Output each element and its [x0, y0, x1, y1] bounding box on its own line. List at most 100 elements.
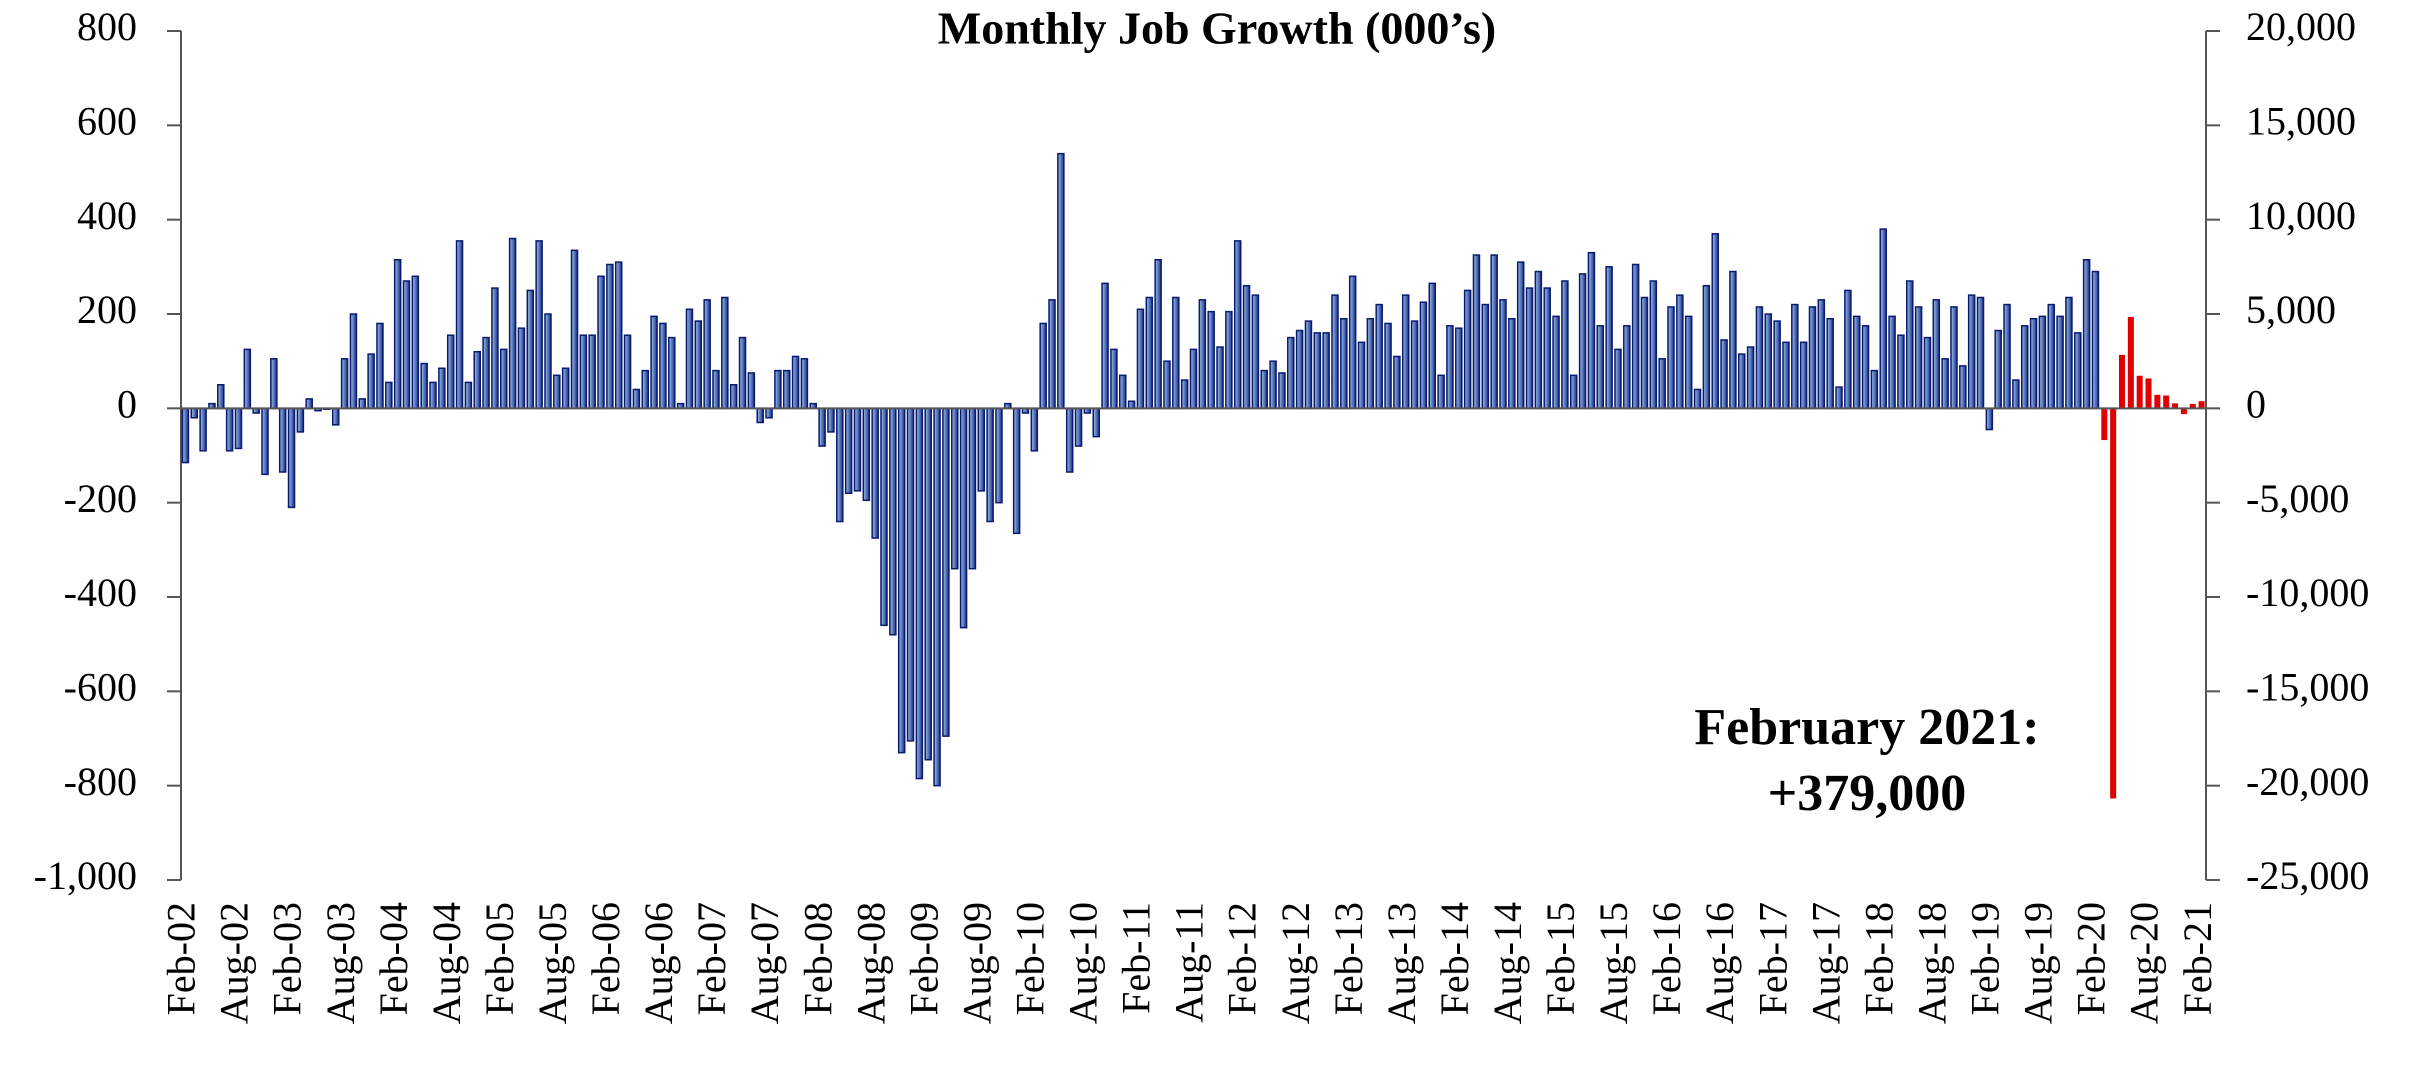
bar	[880, 407, 888, 627]
bar	[535, 240, 543, 410]
x-tick-label: Feb-19	[1963, 902, 2008, 1015]
x-tick-label: Aug-14	[1485, 902, 1530, 1024]
bar	[1030, 407, 1039, 452]
bar	[906, 407, 915, 742]
bar	[791, 355, 800, 410]
bar	[1322, 332, 1330, 410]
bar	[977, 407, 986, 492]
bar	[2180, 408, 2187, 415]
bar	[1799, 341, 1808, 410]
bar	[1216, 346, 1224, 410]
bar	[217, 384, 225, 410]
x-tick-label: Aug-15	[1591, 902, 1636, 1024]
bar	[721, 296, 729, 410]
x-tick-label: Feb-06	[583, 902, 628, 1015]
bar	[1057, 152, 1065, 410]
bar	[942, 407, 950, 737]
bar	[1897, 334, 1905, 410]
bar	[1623, 325, 1631, 410]
x-tick-label: Feb-16	[1644, 902, 1689, 1015]
x-tick-label: Feb-03	[265, 902, 310, 1015]
bar	[1658, 358, 1666, 410]
x-tick-label: Aug-17	[1803, 902, 1848, 1024]
bar	[1490, 254, 1498, 410]
y-tick-label: 600	[77, 99, 137, 144]
bar	[1561, 280, 1569, 410]
bar	[579, 334, 588, 410]
bar	[1304, 320, 1313, 410]
bar	[367, 353, 375, 410]
bar	[1791, 303, 1799, 410]
bar	[2074, 332, 2082, 410]
bar	[2047, 303, 2056, 410]
bar	[1640, 296, 1649, 410]
bar	[1773, 320, 1781, 410]
x-tick-label: Feb-21	[2175, 902, 2220, 1015]
bar	[1525, 287, 1534, 410]
x-tick-label: Aug-09	[954, 902, 999, 1024]
bar	[1817, 299, 1826, 410]
bar	[340, 358, 349, 410]
bar	[623, 334, 632, 410]
bar	[1755, 306, 1764, 410]
bar	[1393, 355, 1401, 410]
bar	[588, 334, 596, 410]
bar	[482, 336, 490, 410]
bar	[1446, 325, 1454, 410]
bar	[968, 407, 977, 570]
bar	[1499, 299, 1507, 410]
bar	[1737, 353, 1746, 410]
x-tick-label: Feb-08	[795, 902, 840, 1015]
y-tick-label: 0	[117, 382, 137, 427]
bar	[429, 381, 437, 410]
bar	[871, 407, 879, 539]
bar	[358, 398, 367, 410]
bar	[1932, 299, 1941, 410]
x-tick-label: Feb-13	[1326, 902, 1371, 1015]
bar	[1941, 358, 1949, 410]
bar	[1048, 299, 1056, 410]
bar	[2101, 408, 2108, 441]
bar	[694, 320, 703, 410]
y2-tick-label: -15,000	[2246, 665, 2369, 710]
y2-tick-label: 10,000	[2246, 193, 2356, 238]
bar	[1375, 303, 1383, 410]
bar	[1667, 306, 1675, 410]
bar	[270, 358, 278, 410]
y2-tick-label: -25,000	[2246, 853, 2369, 898]
bar	[199, 407, 207, 452]
bar	[756, 407, 764, 424]
bar	[420, 362, 428, 410]
bar	[1543, 287, 1551, 410]
bar	[1605, 266, 1613, 410]
bar	[464, 381, 473, 410]
bar	[1287, 336, 1295, 410]
bar	[1357, 341, 1366, 410]
bar	[1065, 407, 1074, 473]
bar	[1251, 294, 1260, 410]
bar	[1676, 294, 1684, 410]
y2-tick-label: 5,000	[2246, 287, 2336, 332]
bar	[1844, 289, 1852, 410]
bar	[1110, 348, 1118, 410]
y2-tick-label: -5,000	[2246, 476, 2349, 521]
bar	[2118, 354, 2125, 409]
bar	[349, 313, 358, 410]
bar	[659, 322, 667, 410]
y2-tick-label: 15,000	[2246, 99, 2356, 144]
bar	[561, 367, 570, 410]
y-tick-label: -400	[64, 570, 137, 615]
bar	[190, 407, 199, 419]
y-tick-label: -600	[64, 665, 137, 710]
bar	[1039, 322, 1047, 410]
bar	[1729, 270, 1737, 410]
y2-tick-label: 0	[2246, 382, 2266, 427]
bar	[1923, 336, 1932, 410]
bar	[774, 369, 782, 410]
bar	[234, 407, 243, 450]
x-tick-label: Aug-12	[1273, 902, 1318, 1024]
bar	[933, 407, 941, 787]
bar	[818, 407, 826, 447]
y-tick-label: -200	[64, 476, 137, 521]
x-tick-label: Aug-05	[530, 902, 575, 1024]
